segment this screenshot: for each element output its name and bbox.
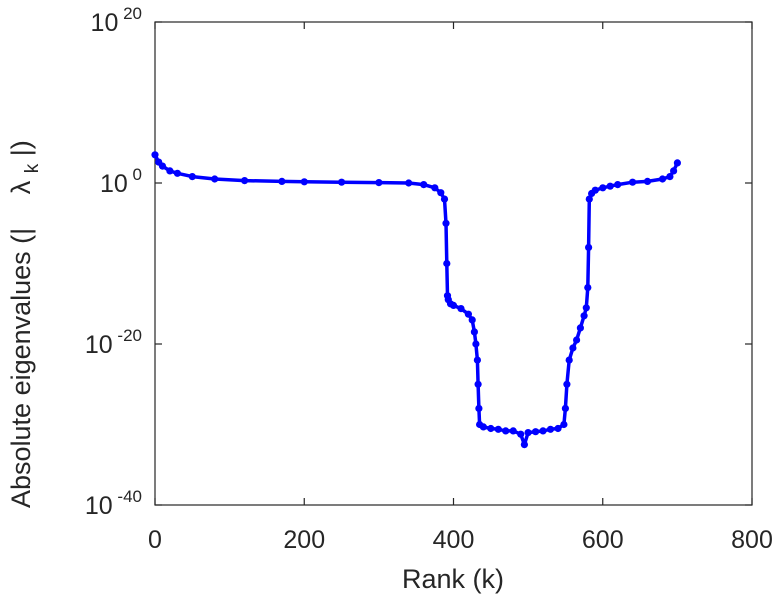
data-point [576,324,585,332]
data-point [470,328,478,336]
data-point [502,427,510,435]
y-tick-base: 10 [91,9,119,37]
data-point [554,424,562,433]
data-point [573,336,581,344]
data-point [520,441,529,449]
data-point [643,177,652,185]
y-tick-base: 10 [100,170,128,198]
data-point [546,425,555,433]
data-point [468,316,476,324]
x-axis-label: Rank (k) [402,564,504,594]
y-tick-exponent: -40 [113,487,142,506]
data-point [673,159,682,167]
data-point [599,184,607,192]
y-axis-label-text: Absolute eigenvalues (| [6,228,36,508]
y-tick-label: 10 0 [100,165,142,198]
data-point [158,162,167,170]
y-axis-label-lambda: λ [6,180,36,194]
data-point [440,195,449,203]
data-point [561,404,570,412]
data-point [585,243,593,251]
x-tick-label: 0 [148,526,162,554]
data-point [375,179,383,187]
y-axis-label: Absolute eigenvalues (| λ k |) [6,140,44,508]
data-point [420,181,428,189]
data-point [405,179,413,187]
data-point [509,427,517,435]
data-point [585,195,593,203]
data-point [338,178,346,186]
data-point [479,423,487,431]
data-point [614,181,622,189]
y-tick-base: 10 [85,331,113,359]
y-tick-exponent: -20 [113,326,142,345]
data-point [173,169,181,177]
data-point [278,177,286,185]
data-point [475,404,483,412]
data-point [532,428,540,436]
data-point [188,173,196,181]
data-point [494,425,502,433]
data-point [487,424,495,433]
data-point [658,175,667,183]
data-point [606,182,614,190]
y-tick-label: 10 20 [91,4,142,37]
y-tick-exponent: 20 [118,4,142,23]
data-point [539,427,547,435]
y-tick-label: 10 -20 [85,326,142,359]
data-point [464,310,472,318]
data-point [569,344,577,352]
data-point [457,305,465,313]
data-point [166,167,174,175]
data-point [580,312,588,320]
y-tick-label: 10 -40 [85,487,142,520]
data-point [431,184,439,192]
data-point [472,340,480,348]
data-point [449,301,458,309]
data-point [241,177,249,185]
y-axis-label-suffix: |) [6,140,36,156]
data-point [560,420,568,429]
series-group [151,151,682,449]
x-tick-label: 200 [283,526,325,554]
data-point [524,429,532,437]
data-point [151,151,159,159]
data-point [517,430,525,438]
data-point [473,356,481,364]
y-tick-exponent: 0 [128,165,142,184]
data-point [474,380,482,388]
x-tick-label: 600 [582,526,624,554]
y-tick-base: 10 [85,492,113,520]
data-point [565,356,573,364]
y-axis-label-subscript: k [22,163,43,173]
x-axis-ticks: 0 200 400 600 800 [148,22,773,554]
data-point [591,186,599,194]
data-point [670,167,678,175]
data-point [211,175,219,183]
data-point [584,284,592,292]
data-point [582,304,590,312]
x-tick-label: 400 [433,526,475,554]
data-point [666,173,674,181]
data-point [437,189,445,197]
data-point [563,380,571,388]
data-point [300,178,308,186]
data-point [442,219,450,227]
x-tick-label: 800 [731,526,773,554]
data-point [443,259,451,268]
data-point [629,178,637,186]
